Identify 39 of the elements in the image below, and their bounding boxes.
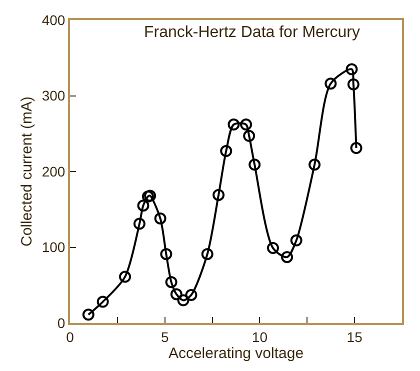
point [142, 190, 154, 202]
point [248, 158, 261, 171]
y-tick-label: 100 [42, 239, 66, 256]
point [154, 212, 166, 224]
chart-title: Franck-Hertz Data for Mercury [144, 24, 360, 42]
point [137, 200, 150, 212]
point [324, 78, 337, 90]
point [119, 270, 132, 283]
point [243, 130, 256, 142]
y-tick-label: 0 [57, 314, 66, 331]
x-tick-label: 15 [346, 328, 363, 345]
point [170, 288, 182, 300]
point [228, 118, 240, 131]
point [160, 248, 172, 260]
point [96, 296, 109, 308]
x-axis-title: Accelerating voltage [168, 344, 304, 362]
point [212, 188, 225, 201]
x-tick-label: 10 [252, 328, 268, 345]
y-tick-label: 300 [42, 88, 66, 104]
point [82, 308, 94, 321]
point [144, 190, 156, 202]
y-axis-title: Collected current (mA) [18, 96, 36, 247]
point [350, 142, 362, 154]
point [266, 242, 279, 254]
point [308, 158, 321, 171]
point [347, 78, 360, 90]
point [290, 234, 302, 246]
point [177, 294, 190, 306]
y-tick-label: 400 [42, 12, 66, 28]
point [281, 251, 294, 264]
point [133, 218, 146, 230]
x-tick-label: 5 [160, 328, 169, 345]
point [220, 145, 232, 158]
point [240, 118, 252, 131]
y-tick-label: 200 [42, 163, 66, 180]
point [201, 248, 214, 260]
point [185, 288, 198, 301]
point [165, 276, 178, 288]
point [346, 63, 358, 76]
